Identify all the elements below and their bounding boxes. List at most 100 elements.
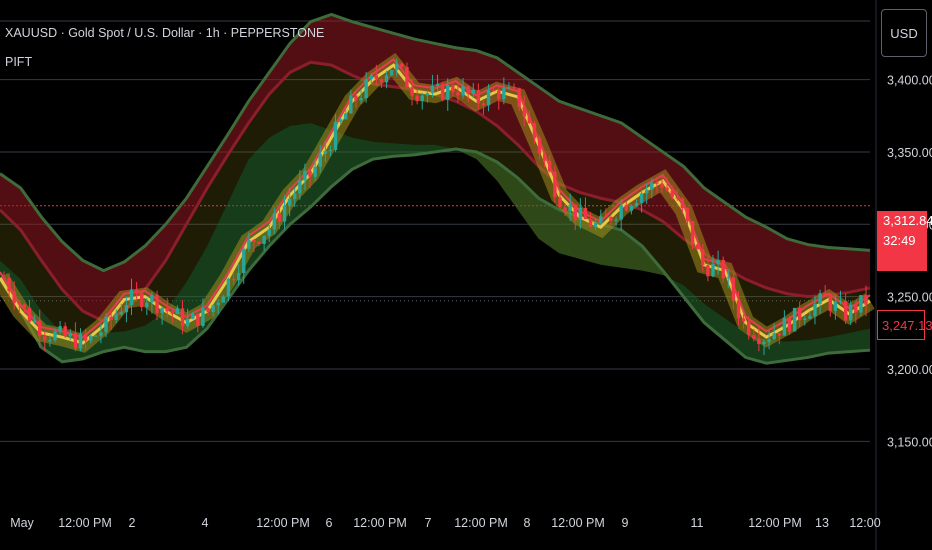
candle-body (731, 277, 736, 301)
y-tick-label: 3,200.00 (887, 363, 932, 377)
candle-body (639, 193, 644, 203)
candle-body (400, 63, 404, 68)
x-tick-label: 12:00 (849, 516, 880, 530)
candle-body (201, 307, 205, 327)
candle-body (32, 320, 37, 322)
current-price-tag: 3,312.84 32:49 (877, 211, 932, 271)
x-tick-label: 11 (691, 516, 704, 530)
candle-body (553, 171, 557, 198)
candle-body (446, 85, 450, 100)
candle-body (425, 93, 430, 96)
candle-body (716, 259, 720, 264)
candle-body (252, 239, 256, 242)
candle-body (629, 205, 634, 211)
x-tick-label: 12:00 PM (551, 516, 605, 530)
candle-body (777, 333, 781, 336)
candle-body (134, 289, 139, 294)
candle-body (476, 89, 481, 104)
candle-body (451, 85, 455, 93)
time-axis[interactable]: May 12:00 PM 2 4 12:00 PM 6 12:00 PM 7 12:00 PM 8… (10, 516, 881, 530)
candle-body (267, 229, 271, 236)
candle-body (502, 88, 506, 100)
candle-body (797, 307, 802, 320)
candle-body (78, 333, 83, 349)
currency-button[interactable]: USD (881, 9, 927, 57)
candle-body (859, 295, 863, 313)
candle-body (119, 312, 124, 315)
lower-band-line (0, 147, 871, 365)
candle-body (568, 204, 572, 212)
candle-body (191, 313, 195, 319)
indicator-name[interactable]: PIFT (5, 55, 33, 69)
candle-body (293, 193, 297, 199)
candle-body (690, 221, 695, 245)
candle-body (736, 300, 741, 319)
candle-body (466, 86, 470, 94)
candle-body (185, 318, 190, 327)
candle-body (262, 235, 266, 244)
x-tick-label: 7 (425, 516, 432, 530)
candle-body (277, 213, 282, 222)
candle-body (282, 205, 287, 222)
candle-body (848, 304, 853, 321)
candle-body (588, 218, 593, 227)
candle-body (129, 289, 134, 306)
candle-body (782, 317, 787, 336)
x-tick-label: May (10, 516, 34, 530)
candle-body (461, 86, 465, 96)
candle-body (236, 272, 241, 281)
candle-body (573, 204, 577, 221)
candle-body (685, 208, 690, 222)
candle-body (175, 308, 180, 315)
chart-title: XAUUSD · Gold Spot / U.S. Dollar · 1h · … (5, 26, 325, 40)
x-tick-label: 13 (815, 516, 829, 530)
candle-body (808, 316, 812, 319)
candle-body (757, 338, 761, 345)
y-tick-label: 3,250.00 (887, 291, 932, 305)
candle-body (721, 259, 725, 279)
candle-body (619, 205, 623, 220)
candle-body (170, 311, 175, 315)
candle-body (405, 67, 409, 88)
candle-body (828, 296, 832, 311)
candle-body (272, 213, 277, 230)
candle-body (435, 84, 440, 86)
candle-body (507, 87, 511, 89)
candle-body (38, 320, 42, 337)
candle-body (532, 123, 537, 139)
candle-body (481, 103, 486, 106)
candle-body (226, 278, 231, 297)
candle-body (308, 171, 312, 177)
candle-body (104, 316, 108, 333)
candle-body (497, 90, 501, 100)
candle-body (430, 85, 435, 94)
candle-body (542, 153, 547, 161)
candle-body (160, 308, 164, 314)
x-tick-label: 12:00 PM (454, 516, 508, 530)
candle-body (522, 106, 526, 117)
candle-body (644, 189, 649, 194)
x-tick-label: 4 (202, 516, 209, 530)
candle-body (578, 207, 583, 221)
x-tick-label: 12:00 PM (256, 516, 310, 530)
candle-body (665, 187, 669, 191)
candle-body (63, 326, 67, 337)
x-tick-label: 12:00 PM (748, 516, 802, 530)
candle-body (767, 339, 771, 342)
candle-body (12, 291, 16, 303)
candle-body (318, 153, 322, 167)
candle-body (792, 307, 797, 332)
candle-body (17, 302, 22, 305)
candle-body (247, 239, 251, 249)
countdown-label: 32:49 (883, 233, 916, 248)
candle-body (711, 263, 715, 277)
last-value-tag: 3,247.13 (877, 310, 932, 340)
candle-body (180, 308, 185, 327)
candle-body (395, 63, 399, 71)
candle-body (823, 293, 827, 297)
candle-body (772, 333, 776, 340)
candle-body (313, 166, 317, 177)
candle-body (369, 75, 373, 80)
candle-body (614, 219, 618, 221)
